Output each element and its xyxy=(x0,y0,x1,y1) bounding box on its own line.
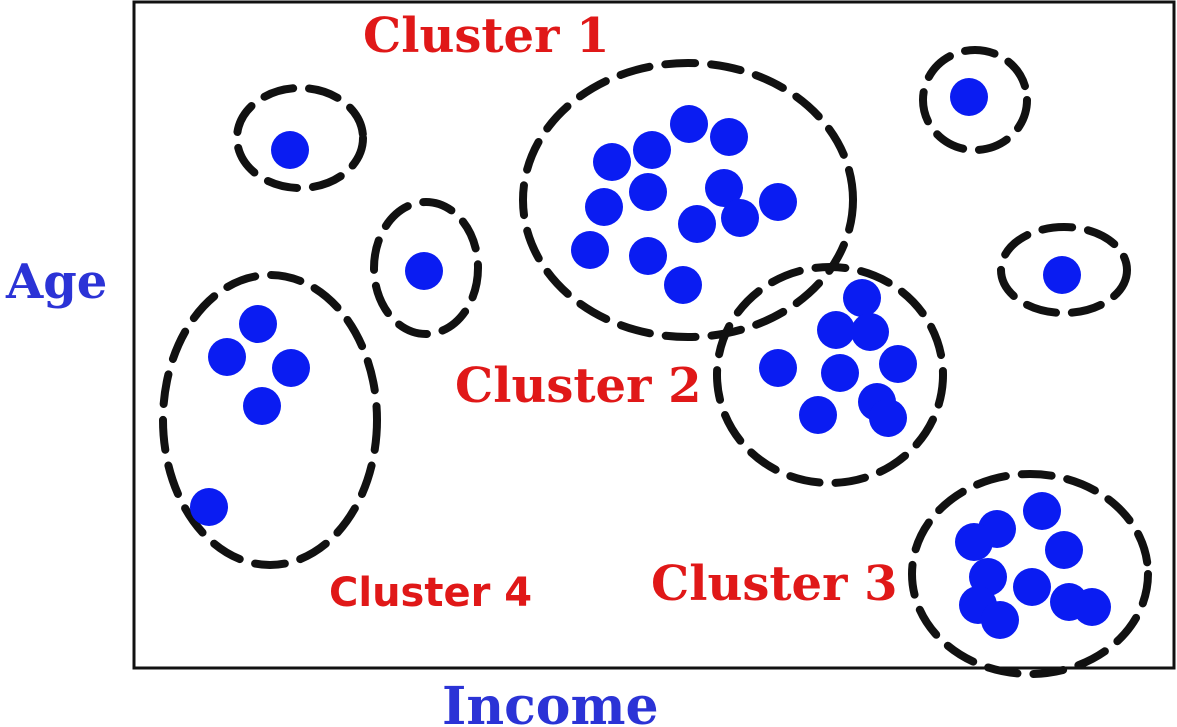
data-point xyxy=(799,396,837,434)
cluster-1-label: Cluster 1 xyxy=(363,8,609,64)
cluster-3-outline xyxy=(908,470,1152,678)
cluster-2-outline xyxy=(713,263,947,487)
data-point xyxy=(851,313,889,351)
data-point xyxy=(955,523,993,561)
data-point xyxy=(190,488,228,526)
data-point xyxy=(670,105,708,143)
outlier-outline xyxy=(919,46,1031,154)
data-point xyxy=(950,78,988,116)
data-point xyxy=(721,199,759,237)
data-point xyxy=(633,131,671,169)
cluster-2-label: Cluster 2 xyxy=(455,358,701,414)
cluster-outlines xyxy=(159,46,1152,678)
data-point xyxy=(629,237,667,275)
y-axis-label: Age xyxy=(5,254,107,310)
data-point xyxy=(243,387,281,425)
data-point xyxy=(664,266,702,304)
plot-frame xyxy=(132,0,1176,670)
data-point xyxy=(271,131,309,169)
data-point xyxy=(821,354,859,392)
cluster-4-outline xyxy=(159,271,381,569)
data-point xyxy=(239,305,277,343)
data-point xyxy=(208,338,246,376)
outlier-outline xyxy=(997,223,1131,317)
outlier-outline xyxy=(370,198,482,338)
data-point xyxy=(585,188,623,226)
data-point xyxy=(1073,588,1111,626)
data-point xyxy=(629,173,667,211)
data-point xyxy=(759,183,797,221)
data-point xyxy=(272,349,310,387)
data-points xyxy=(190,78,1111,639)
data-point xyxy=(1045,531,1083,569)
x-axis-label: Income xyxy=(442,676,659,727)
data-point xyxy=(879,345,917,383)
data-point xyxy=(678,205,716,243)
data-point xyxy=(869,399,907,437)
data-point xyxy=(1013,568,1051,606)
cluster-4-label: Cluster 4 xyxy=(329,570,532,616)
data-point xyxy=(759,349,797,387)
data-point xyxy=(1043,256,1081,294)
cluster-1-outline xyxy=(519,59,857,341)
data-point xyxy=(405,252,443,290)
data-point xyxy=(981,601,1019,639)
cluster-3-label: Cluster 3 xyxy=(651,556,897,612)
data-point xyxy=(843,279,881,317)
data-point xyxy=(705,169,743,207)
outlier-outline xyxy=(233,84,367,192)
data-point xyxy=(817,311,855,349)
data-point xyxy=(1023,492,1061,530)
data-point xyxy=(571,231,609,269)
data-point xyxy=(593,143,631,181)
data-point xyxy=(710,118,748,156)
